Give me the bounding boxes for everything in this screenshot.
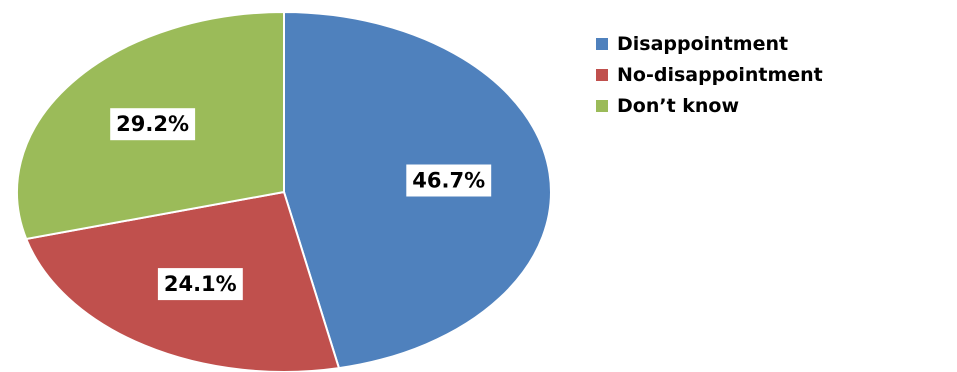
legend-swatch-no-disappointment xyxy=(596,68,608,81)
data-label-box xyxy=(406,164,492,197)
data-label-box xyxy=(110,108,196,141)
data-label-text: 46.7% xyxy=(412,169,485,193)
data-label-disappointment: 46.7% xyxy=(406,164,492,197)
data-labels: 46.7% 24.1% 29.2% xyxy=(110,108,492,301)
legend-label-disappointment: Disappointment xyxy=(617,32,789,55)
data-label-text: 29.2% xyxy=(116,112,189,136)
legend-swatch-disappointment xyxy=(596,37,608,50)
legend: Disappointment No-disappointment Don’t k… xyxy=(596,28,823,121)
data-label-dont-know: 29.2% xyxy=(110,108,196,141)
legend-label-no-disappointment: No-disappointment xyxy=(617,63,823,86)
legend-item-no-disappointment: No-disappointment xyxy=(596,59,823,90)
data-label-box xyxy=(157,268,243,301)
data-label-no-disappointment: 24.1% xyxy=(157,268,243,301)
data-label-text: 24.1% xyxy=(164,272,237,296)
legend-swatch-dont-know xyxy=(596,99,608,112)
legend-label-dont-know: Don’t know xyxy=(617,94,740,117)
legend-item-dont-know: Don’t know xyxy=(596,90,823,121)
legend-item-disappointment: Disappointment xyxy=(596,28,823,59)
